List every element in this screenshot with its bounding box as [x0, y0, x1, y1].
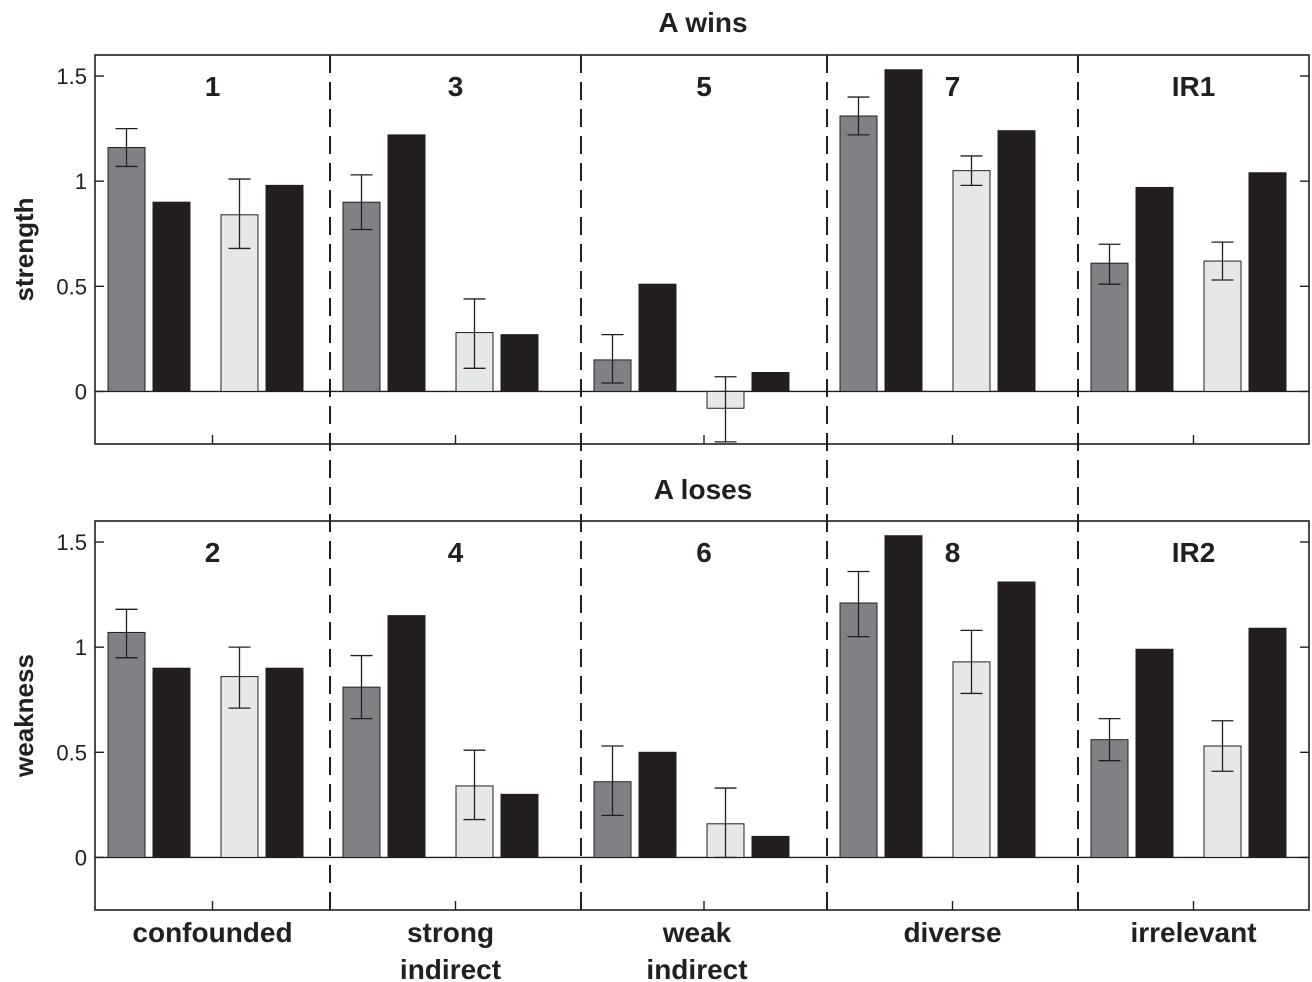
- axes-frame: [94, 54, 1310, 445]
- category-label: weak: [662, 917, 732, 948]
- error-bar: [847, 570, 870, 638]
- error-bar: [1098, 243, 1121, 285]
- panels: A wins strength 0 0.5 1 1.5 1 3 5 7 IR1 A loses weak…: [9, 7, 1310, 911]
- group-number-label: 2: [205, 537, 221, 568]
- group-number-label: 5: [696, 71, 712, 102]
- bar-light: [1203, 260, 1242, 392]
- error-bar: [847, 96, 870, 136]
- bar-group-5: 5: [593, 71, 790, 443]
- category-label: indirect: [400, 954, 501, 982]
- bar-black: [884, 535, 923, 858]
- y-axis-label: weakness: [9, 654, 39, 778]
- y-tick-label: 0.5: [56, 740, 87, 765]
- error-bar: [463, 749, 486, 821]
- error-bar: [960, 155, 983, 187]
- bar-black: [1135, 186, 1174, 392]
- bar-group-7: 7: [839, 69, 1036, 392]
- panel-title: A loses: [654, 474, 753, 505]
- category-label: irrelevant: [1130, 917, 1256, 948]
- y-axis-label: strength: [9, 198, 39, 302]
- bar-black: [638, 283, 677, 392]
- error-bar: [228, 646, 251, 709]
- y-tick-label: 1: [75, 635, 87, 660]
- group-number-label: 7: [945, 71, 961, 102]
- bar-black: [751, 372, 790, 392]
- group-number-label: 4: [448, 537, 464, 568]
- error-bar: [1098, 718, 1121, 762]
- bar-light: [952, 661, 991, 858]
- y-tick-label: 1.5: [56, 64, 87, 89]
- error-bar: [601, 745, 624, 817]
- bar-black: [387, 615, 426, 858]
- bar-group-4: 4: [342, 537, 539, 858]
- category-label: strong: [407, 917, 494, 948]
- bar-black: [500, 793, 539, 858]
- bar-black: [265, 667, 304, 858]
- panel-title: A wins: [658, 7, 747, 38]
- bar-group-3: 3: [342, 71, 539, 392]
- bar-group-1: 1: [107, 71, 304, 392]
- bar-black: [265, 184, 304, 392]
- bar-black: [152, 667, 191, 858]
- category-label: diverse: [903, 917, 1001, 948]
- error-bar: [1211, 241, 1234, 281]
- group-number-label: 3: [448, 71, 464, 102]
- bar-dark: [839, 115, 878, 392]
- bar-black: [638, 751, 677, 858]
- bar-black: [751, 835, 790, 858]
- group-number-label: 6: [696, 537, 712, 568]
- group-number-label: 1: [205, 71, 221, 102]
- error-bar: [115, 127, 138, 168]
- y-tick-label: 0: [75, 379, 87, 404]
- bar-group-2: 2: [107, 537, 304, 858]
- y-tick-label: 1: [75, 169, 87, 194]
- bar-group-IR2: IR2: [1090, 537, 1287, 858]
- bar-dark: [107, 631, 146, 858]
- bar-group-8: 8: [839, 535, 1036, 858]
- axes-frame: [94, 520, 1310, 911]
- error-bar: [714, 787, 737, 859]
- error-bar: [960, 629, 983, 695]
- error-bar: [463, 298, 486, 369]
- error-bar: [350, 174, 373, 231]
- bar-black: [1248, 172, 1287, 392]
- panel-2: A loses weakness 0 0.5 1 1.5 2 4 6 8 IR2: [9, 474, 1310, 911]
- bar-black: [1135, 648, 1174, 858]
- group-number-label: IR2: [1172, 537, 1216, 568]
- bar-dark: [342, 201, 381, 392]
- bar-dark: [839, 602, 878, 858]
- bar-black: [997, 581, 1036, 858]
- bar-black: [1248, 627, 1287, 858]
- bar-dark: [107, 147, 146, 392]
- category-label: indirect: [646, 954, 747, 982]
- group-number-label: IR1: [1172, 71, 1216, 102]
- y-tick-label: 1.5: [56, 530, 87, 555]
- group-dividers: [329, 55, 1079, 910]
- error-bar: [1211, 720, 1234, 772]
- bar-black: [997, 130, 1036, 392]
- y-tick-label: 0: [75, 845, 87, 870]
- bar-group-IR1: IR1: [1090, 71, 1287, 392]
- error-bar: [350, 654, 373, 720]
- bar-black: [884, 69, 923, 392]
- panel-1: A wins strength 0 0.5 1 1.5 1 3 5 7 IR1: [9, 7, 1310, 445]
- bar-black: [387, 134, 426, 392]
- error-bar: [228, 178, 251, 250]
- error-bar: [714, 376, 737, 443]
- group-number-label: 8: [945, 537, 961, 568]
- error-bar: [115, 608, 138, 659]
- error-bar: [601, 334, 624, 384]
- category-labels: confounded strong indirect weak indirect dive…: [132, 917, 1256, 982]
- bar-group-6: 6: [593, 537, 790, 859]
- y-tick-label: 0.5: [56, 274, 87, 299]
- bar-black: [152, 201, 191, 392]
- category-label: confounded: [132, 917, 292, 948]
- bar-light: [952, 170, 991, 392]
- bar-black: [500, 334, 539, 392]
